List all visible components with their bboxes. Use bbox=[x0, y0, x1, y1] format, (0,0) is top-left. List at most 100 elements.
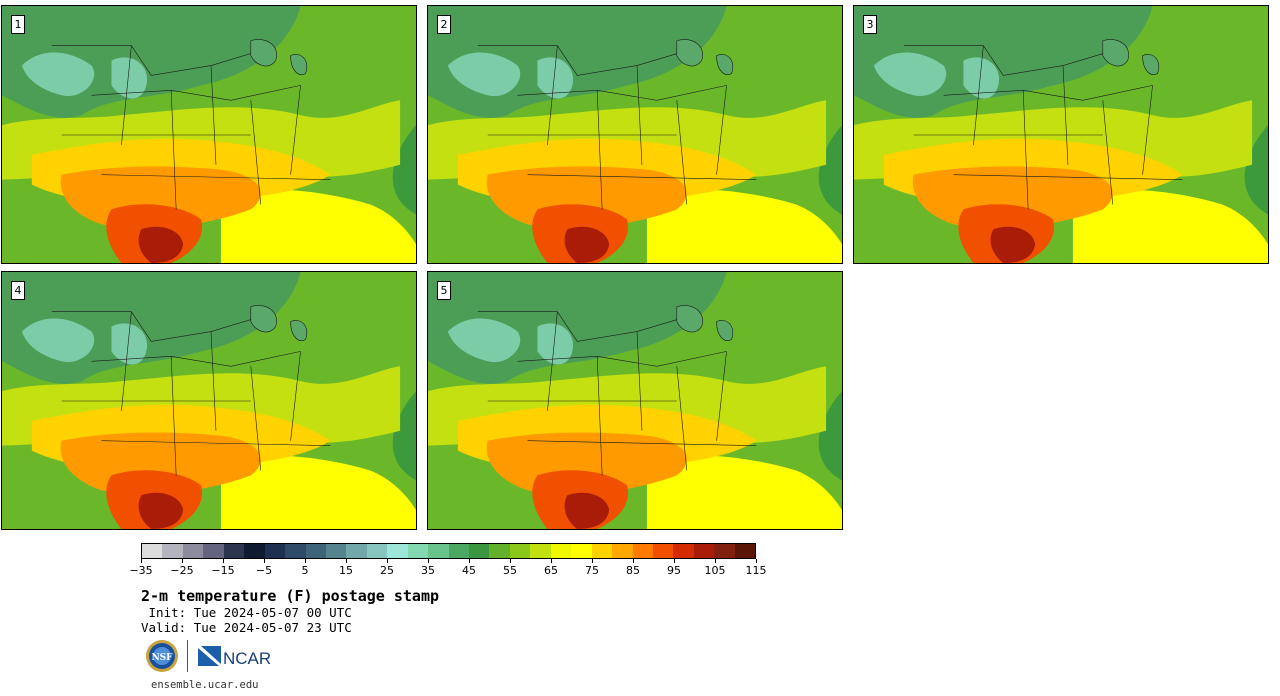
colorbar-tick-label: 65 bbox=[544, 564, 558, 577]
great-lakes bbox=[250, 39, 308, 75]
colorbar-segment bbox=[714, 544, 735, 558]
great-lakes bbox=[250, 305, 308, 341]
colorbar-tick-label: −5 bbox=[255, 564, 273, 577]
colorbar-tick bbox=[715, 559, 716, 563]
temperature-contour bbox=[873, 52, 1000, 99]
colorbar-segment bbox=[652, 544, 674, 558]
colorbar-tick bbox=[756, 559, 757, 563]
colorbar-segment bbox=[428, 544, 449, 558]
temperature-contour bbox=[646, 455, 842, 529]
colorbar-tick bbox=[428, 559, 429, 563]
colorbar-tick-label: 15 bbox=[339, 564, 353, 577]
colorbar-segment bbox=[612, 544, 633, 558]
colorbar-segment bbox=[325, 544, 347, 558]
colorbar-segment bbox=[223, 544, 245, 558]
colorbar-segment bbox=[244, 544, 265, 558]
colorbar-segment bbox=[509, 544, 531, 558]
colorbar-tick bbox=[633, 559, 634, 563]
colorbar-segment bbox=[305, 544, 326, 558]
state-borders bbox=[51, 45, 331, 210]
temperature-contour bbox=[220, 189, 416, 263]
colorbar-segment bbox=[387, 544, 408, 558]
temperature-map-3 bbox=[854, 6, 1268, 263]
panel-number-3: 3 bbox=[863, 15, 877, 34]
temperature-map-2 bbox=[428, 6, 842, 263]
temperature-contour bbox=[990, 226, 1036, 263]
panel-number-1: 1 bbox=[11, 15, 25, 34]
colorbar-tick-label: 115 bbox=[745, 564, 767, 577]
state-borders bbox=[51, 311, 331, 476]
colorbar-tick-label: 45 bbox=[462, 564, 476, 577]
colorbar-segment bbox=[182, 544, 204, 558]
colorbar-tick bbox=[346, 559, 347, 563]
ncar-logo-text: NCAR bbox=[223, 649, 271, 668]
colorbar-segment bbox=[142, 544, 163, 558]
map-panel-4: 4 bbox=[1, 271, 417, 530]
panel-number-2: 2 bbox=[437, 15, 451, 34]
map-panel-5: 5 bbox=[427, 271, 843, 530]
colorbar-segment bbox=[489, 544, 510, 558]
colorbar-segment bbox=[550, 544, 572, 558]
temperature-contour bbox=[220, 455, 416, 529]
colorbar-tick-label: 5 bbox=[301, 564, 309, 577]
temperature-contour bbox=[564, 226, 610, 263]
colorbar-tick bbox=[674, 559, 675, 563]
colorbar-tick bbox=[551, 559, 552, 563]
great-lakes bbox=[676, 39, 734, 75]
panel-number-5: 5 bbox=[437, 281, 451, 300]
colorbar-tick bbox=[387, 559, 388, 563]
colorbar-tick bbox=[592, 559, 593, 563]
colorbar-tick-label: −25 bbox=[170, 564, 194, 577]
colorbar-segment bbox=[571, 544, 592, 558]
colorbar-tick-label: 75 bbox=[585, 564, 599, 577]
panel-number-4: 4 bbox=[11, 281, 25, 300]
ncar-logo-icon: NCAR bbox=[198, 646, 271, 668]
product-title: 2-m temperature (F) postage stamp bbox=[141, 587, 440, 605]
colorbar-segment bbox=[285, 544, 306, 558]
state-borders bbox=[477, 311, 757, 476]
colorbar-tick bbox=[264, 559, 265, 563]
temperature-contour bbox=[447, 318, 574, 365]
temperature-map-1 bbox=[2, 6, 416, 263]
colorbar-segment bbox=[162, 544, 183, 558]
map-panel-1: 1 bbox=[1, 5, 417, 264]
colorbar-segment bbox=[346, 544, 367, 558]
nsf-logo-text: NSF bbox=[151, 653, 173, 663]
colorbar-segment bbox=[469, 544, 490, 558]
colorbar-tick-label: 85 bbox=[626, 564, 640, 577]
colorbar-tick bbox=[182, 559, 183, 563]
colorbar-tick-label: −15 bbox=[211, 564, 235, 577]
init-time: Init: Tue 2024-05-07 00 UTC bbox=[141, 605, 352, 620]
logo-divider bbox=[187, 640, 188, 672]
site-url: ensemble.ucar.edu bbox=[151, 679, 259, 691]
temperature-contour bbox=[646, 189, 842, 263]
colorbar-segment bbox=[693, 544, 715, 558]
state-borders bbox=[903, 45, 1183, 210]
map-panel-3: 3 bbox=[853, 5, 1269, 264]
temperature-contour bbox=[564, 492, 610, 529]
colorbar-segment bbox=[366, 544, 388, 558]
temperature-colorbar bbox=[141, 543, 756, 559]
great-lakes bbox=[676, 305, 734, 341]
temperature-contour bbox=[138, 226, 184, 263]
temperature-contour bbox=[447, 52, 574, 99]
colorbar-segment bbox=[734, 544, 756, 558]
colorbar-segment bbox=[203, 544, 224, 558]
colorbar-tick-label: −35 bbox=[129, 564, 153, 577]
colorbar-segment bbox=[530, 544, 551, 558]
logos: NSF NCAR bbox=[145, 638, 275, 676]
colorbar-tick bbox=[141, 559, 142, 563]
colorbar-tick bbox=[469, 559, 470, 563]
colorbar-segment bbox=[591, 544, 613, 558]
colorbar-tick bbox=[305, 559, 306, 563]
colorbar-segment bbox=[673, 544, 694, 558]
temperature-map-5 bbox=[428, 272, 842, 529]
temperature-contour bbox=[138, 492, 184, 529]
colorbar-tick-label: 25 bbox=[380, 564, 394, 577]
state-borders bbox=[477, 45, 757, 210]
map-panel-2: 2 bbox=[427, 5, 843, 264]
colorbar-segment bbox=[407, 544, 429, 558]
colorbar-tick bbox=[510, 559, 511, 563]
colorbar-segment bbox=[264, 544, 286, 558]
temperature-contour bbox=[21, 52, 148, 99]
